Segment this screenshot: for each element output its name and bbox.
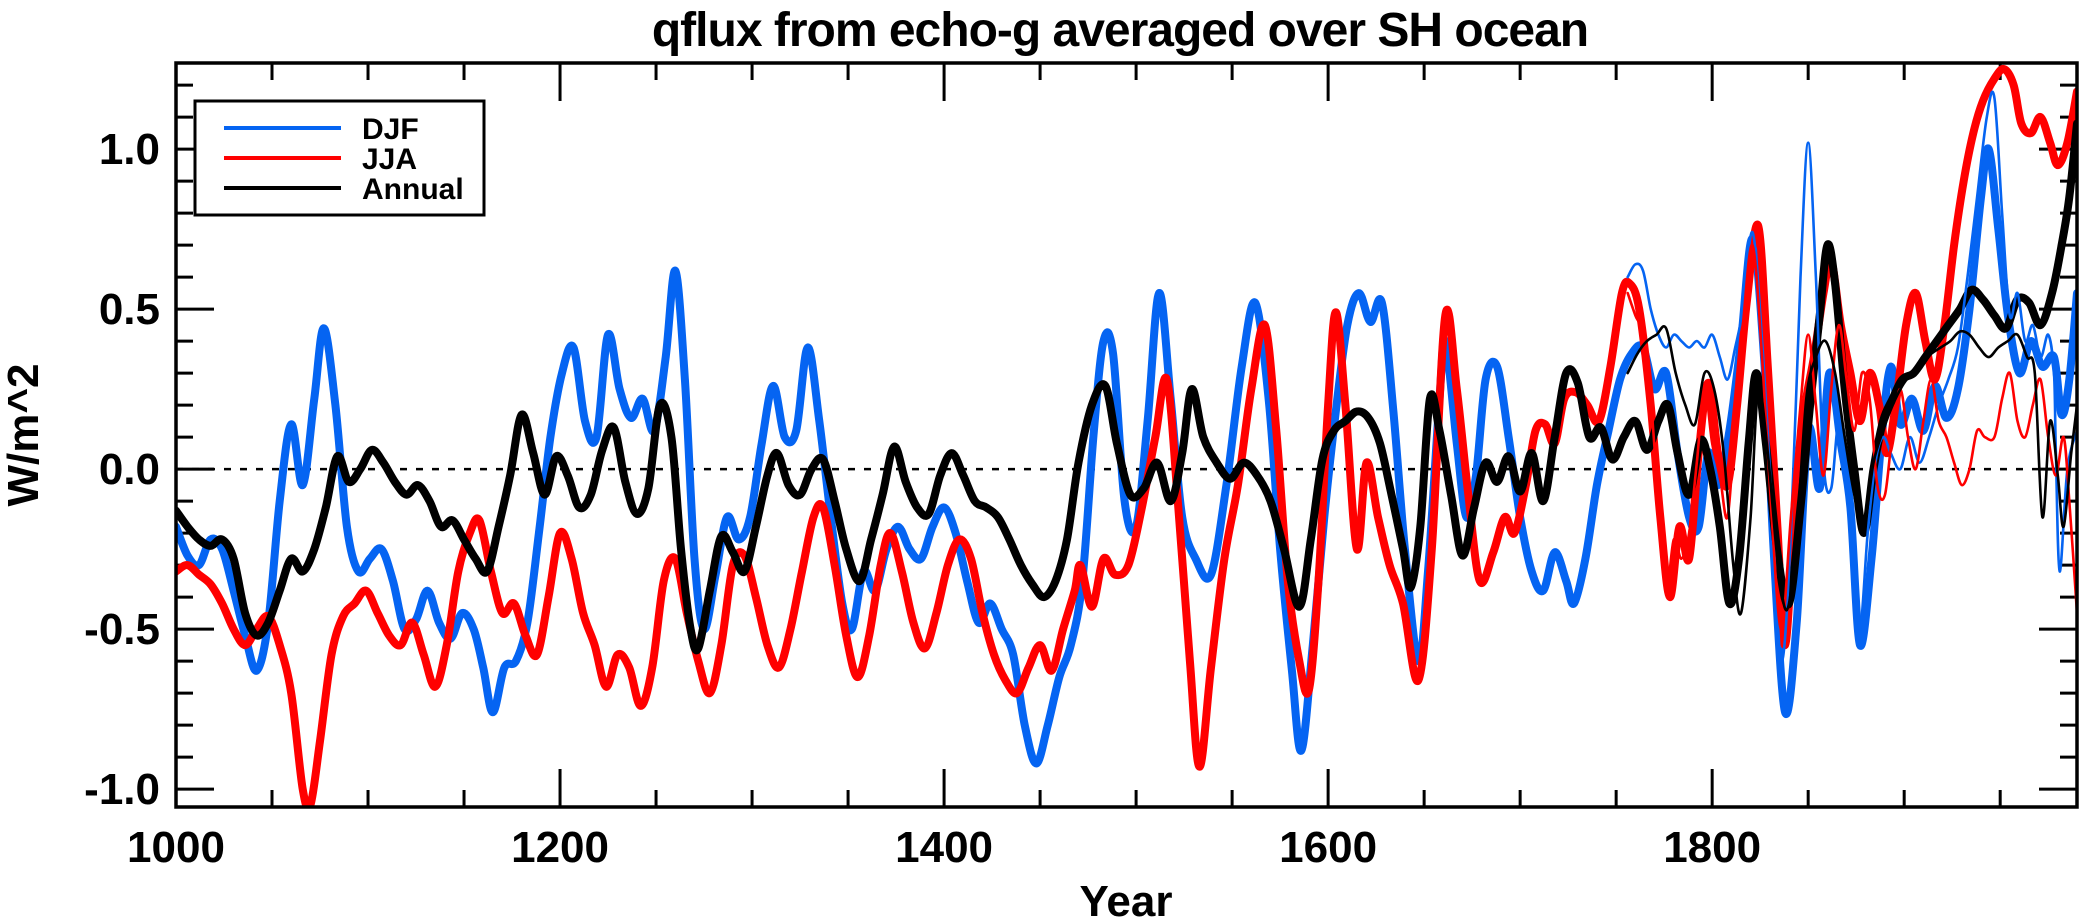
legend-label-annual: Annual [362,173,464,206]
y-tick-label-0.0: 0.0 [99,445,160,494]
y-tick-label--0.5: -0.5 [84,605,160,654]
series-line-annual-thin-1750-1990-companion-run [1626,324,2077,616]
plot-border [174,61,2079,809]
legend-label-djf: DJF [362,113,419,146]
series-line-djf [176,144,2077,768]
x-tick-label-1400: 1400 [895,823,993,872]
y-tick-label-1.0: 1.0 [99,125,160,174]
series-layer [176,64,2077,807]
x-tick-label-1200: 1200 [511,823,609,872]
x-tick-label-1800: 1800 [1663,823,1761,872]
x-tick-label-1000: 1000 [127,823,225,872]
y-tick-label-0.5: 0.5 [99,285,160,334]
chart-title: qflux from echo-g averaged over SH ocean [652,4,1588,57]
series-line-jja-thin-1750-1990-companion-run [1626,243,2077,631]
x-tick-label-1600: 1600 [1279,823,1377,872]
y-axis-title: W/m^2 [0,363,48,506]
legend-label-jja: JJA [362,143,417,176]
plot-frame-layer [174,61,2079,809]
y-tick-label--1.0: -1.0 [84,765,160,814]
x-axis-title: Year [1080,877,1173,924]
